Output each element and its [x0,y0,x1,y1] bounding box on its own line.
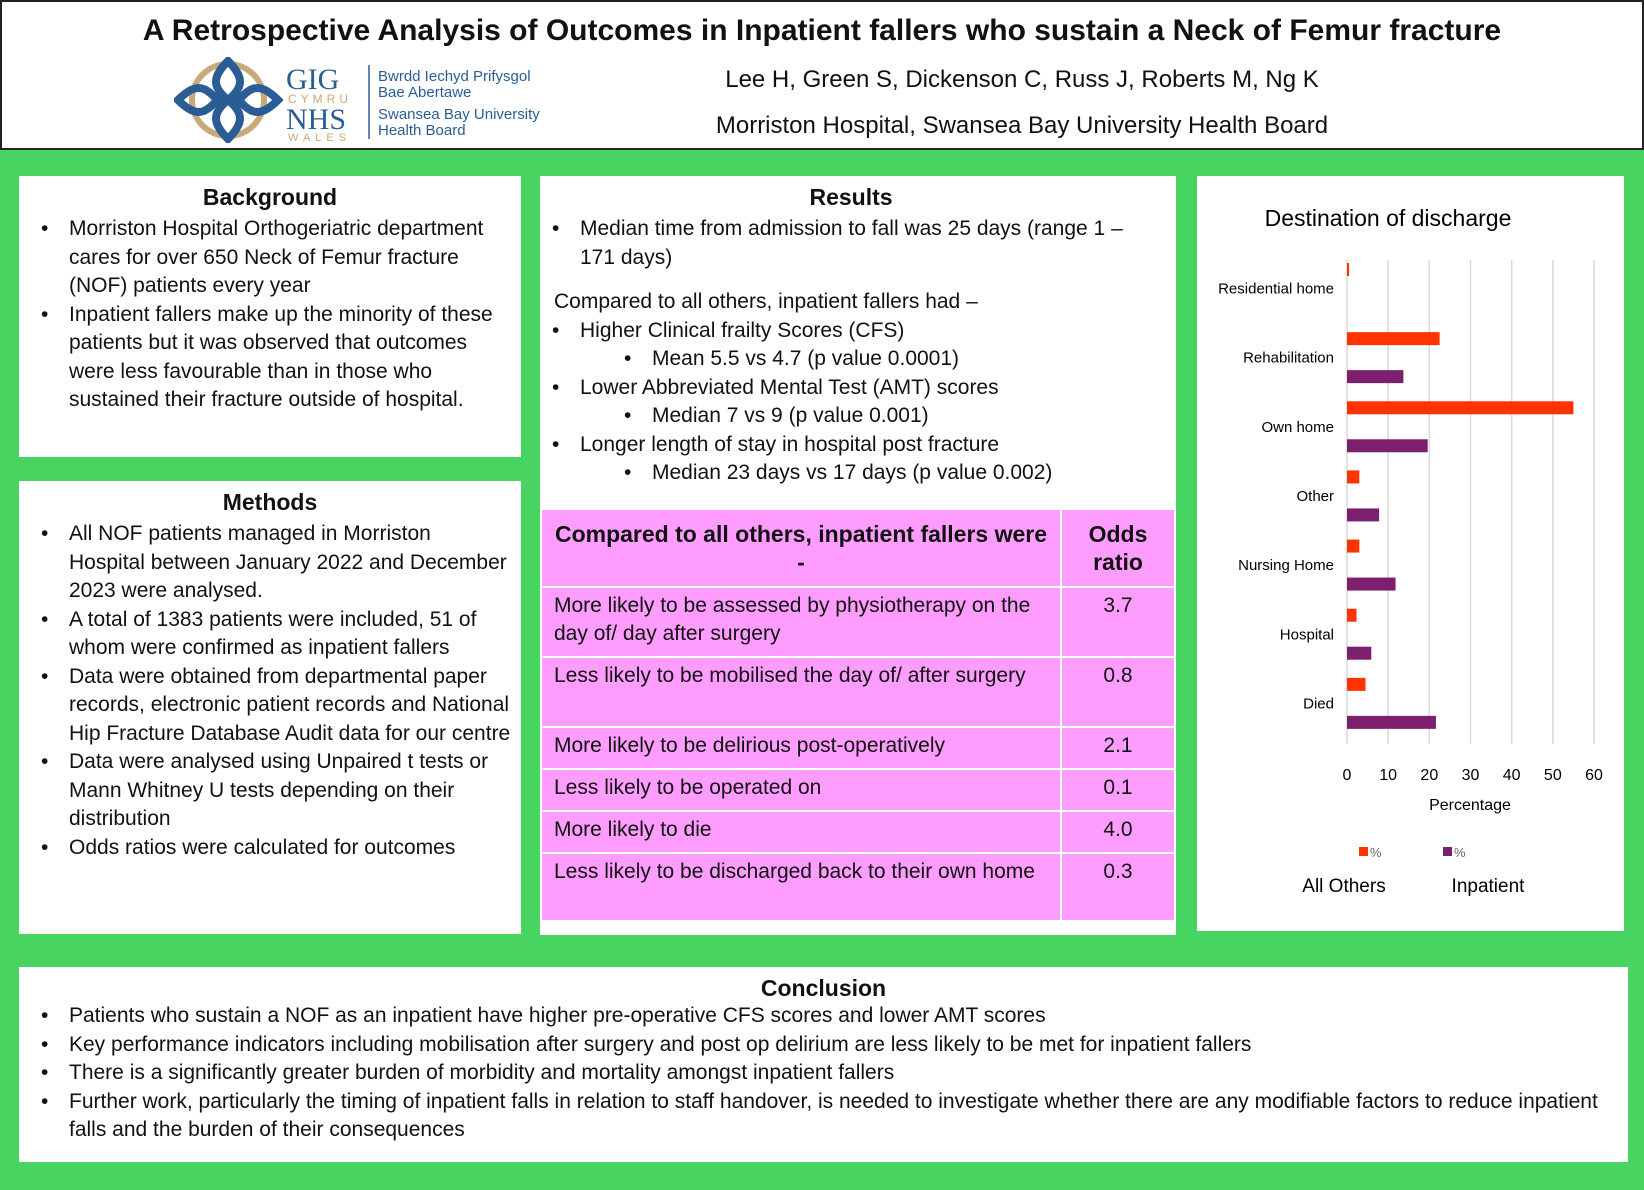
table-row: Less likely to be discharged back to the… [540,852,1176,922]
list-item: Data were obtained from departmental pap… [29,663,511,749]
bar-inpatient [1347,439,1428,453]
table-row: More likely to die 4.0 [540,810,1176,854]
list-item: Further work, particularly the timing of… [29,1088,1618,1145]
bar-inpatient [1347,646,1372,660]
background-heading: Background [202,184,338,210]
x-tick-label: 50 [1544,767,1562,784]
category-label: Own home [1261,419,1334,436]
svg-text:WALES: WALES [288,132,351,143]
table-header: Compared to all others, inpatient faller… [540,508,1062,588]
bar-all-others [1347,608,1357,622]
affiliation: Morriston Hospital, Swansea Bay Universi… [715,112,1329,139]
x-tick-label: 10 [1379,767,1397,784]
table-row: Less likely to be mobilised the day of/ … [540,656,1176,728]
bar-inpatient [1347,370,1404,384]
methods-heading: Methods [222,489,318,515]
bar-all-others [1347,677,1366,691]
poster-title: A Retrospective Analysis of Outcomes in … [142,14,1502,47]
x-tick-label: 30 [1462,767,1480,784]
list-item: Higher Clinical frailty Scores (CFS) [540,317,1162,346]
x-tick-label: 20 [1420,767,1438,784]
nhs-logo: GIG CYMRU NHS WALES Bwrdd Iechyd Prifysg… [174,57,540,143]
list-item: Mean 5.5 vs 4.7 (p value 0.0001) [540,345,1162,374]
category-label: Nursing Home [1238,557,1334,574]
bar-inpatient [1347,715,1436,729]
list-item: Median time from admission to fall was 2… [540,215,1162,272]
legend-mark: % [1370,845,1382,860]
conclusion-panel: Conclusion Patients who sustain a NOF as… [19,967,1628,1162]
x-axis-label: Percentage [1429,797,1511,814]
authors: Lee H, Green S, Dickenson C, Russ J, Rob… [725,66,1319,93]
svg-text:CYMRU: CYMRU [288,92,352,106]
background-panel: Background Morriston Hospital Orthogeria… [19,176,521,457]
svg-text:Bwrdd Iechyd Prifysgol: Bwrdd Iechyd Prifysgol [378,68,531,85]
table-row: More likely to be assessed by physiother… [540,586,1176,658]
legend-mark: % [1454,845,1466,860]
bar-inpatient [1347,577,1396,591]
bar-all-others [1347,263,1350,276]
svg-text:Bae Abertawe: Bae Abertawe [378,84,471,101]
bar-all-others [1347,401,1574,415]
legend-swatch-inpatient [1443,847,1452,856]
conclusion-heading: Conclusion [760,975,887,1001]
x-tick-label: 40 [1503,767,1521,784]
list-item: Longer length of stay in hospital post f… [540,431,1162,460]
category-label: Died [1303,695,1334,712]
table-row: Less likely to be operated on 0.1 [540,768,1176,812]
bar-all-others [1347,539,1360,553]
table-header-or: Odds ratio [1060,508,1176,588]
x-tick-label: 0 [1343,767,1352,784]
category-label: Hospital [1280,626,1334,643]
methods-panel: Methods All NOF patients managed in Morr… [19,481,521,934]
legend-swatch-all-others [1359,847,1368,856]
list-item: Data were analysed using Unpaired t test… [29,748,511,834]
category-label: Residential home [1218,281,1334,298]
results-heading: Results [809,184,893,210]
list-item: Patients who sustain a NOF as an inpatie… [29,1002,1618,1031]
list-item: Odds ratios were calculated for outcomes [29,834,511,863]
category-label: Other [1296,488,1334,505]
list-item: There is a significantly greater burden … [29,1059,1618,1088]
list-item: Lower Abbreviated Mental Test (AMT) scor… [540,374,1162,403]
discharge-destination-chart: Destination of discharge 0 10 20 30 40 50 60 Re… [1218,205,1603,897]
list-item: Median 7 vs 9 (p value 0.001) [540,402,1162,431]
chart-title: Destination of discharge [1265,205,1512,231]
bar-all-others [1347,332,1440,346]
svg-text:Health Board: Health Board [378,122,466,139]
results-panel: Results Median time from admission to fa… [540,176,1176,935]
category-label: Rehabilitation [1243,350,1334,367]
list-item: Key performance indicators including mob… [29,1031,1618,1060]
legend-label-all-others: All Others [1302,876,1385,897]
list-item: Morriston Hospital Orthogeriatric depart… [29,215,511,301]
svg-text:NHS: NHS [286,103,346,136]
list-item: Inpatient fallers make up the minority o… [29,301,511,415]
list-item: A total of 1383 patients were included, … [29,606,511,663]
legend-label-inpatient: Inpatient [1452,876,1526,897]
bar-all-others [1347,470,1360,484]
x-tick-label: 60 [1585,767,1603,784]
list-item: Median 23 days vs 17 days (p value 0.002… [540,459,1162,488]
poster-header: A Retrospective Analysis of Outcomes in … [0,0,1644,150]
svg-text:Swansea Bay University: Swansea Bay University [378,106,540,123]
list-item: All NOF patients managed in Morriston Ho… [29,520,511,606]
bar-inpatient [1347,508,1380,522]
odds-ratio-table: Compared to all others, inpatient faller… [540,508,1176,922]
results-intro: Compared to all others, inpatient faller… [554,290,978,313]
svg-text:GIG: GIG [286,63,339,96]
table-row: More likely to be delirious post-operati… [540,726,1176,770]
chart-panel: Destination of discharge 0 10 20 30 40 50 60 Re… [1197,176,1624,931]
